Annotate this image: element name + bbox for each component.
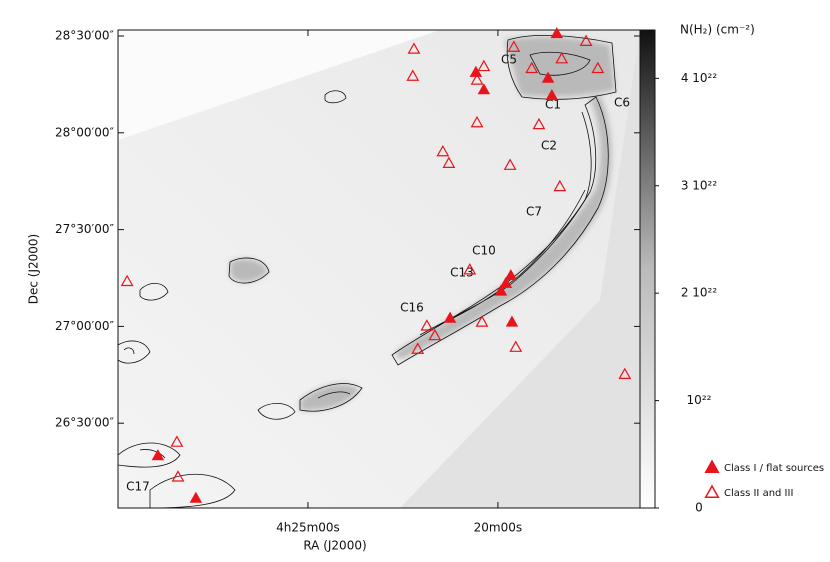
contours	[118, 35, 617, 508]
yso-marker	[505, 315, 519, 327]
yso-marker	[579, 34, 593, 47]
yso-marker	[509, 340, 523, 352]
yso-marker	[477, 59, 491, 72]
legend-label: Class I / flat sources	[724, 463, 824, 474]
cloud-label: C2	[541, 139, 557, 153]
colorbar-tick-label: 2 10²²	[681, 286, 718, 300]
legend-marker	[704, 484, 720, 498]
yso-marker	[120, 274, 134, 287]
y-tick-label: 27°30′00″	[55, 222, 115, 236]
colorbar-label: N(H₂) (cm⁻²)	[680, 23, 755, 37]
yso-marker	[407, 42, 421, 54]
colorbar-tick-label: 10²²	[687, 393, 712, 407]
yso-marker	[553, 179, 567, 192]
yso-marker	[470, 73, 484, 85]
yso-marker	[411, 342, 425, 354]
yso-marker	[189, 491, 203, 503]
yso-marker	[477, 83, 491, 95]
y-axis-label: Dec (J2000)	[27, 234, 41, 304]
cloud-label: C6	[614, 96, 630, 110]
yso-marker	[550, 27, 564, 39]
yso-marker	[406, 69, 420, 81]
yso-marker	[436, 144, 450, 157]
yso-marker	[475, 315, 489, 327]
colorbar-tick-label: 3 10²²	[681, 178, 718, 192]
colorbar	[639, 29, 656, 509]
cloud-label: C10	[472, 244, 496, 258]
x-tick-label: 4h25m00s	[276, 521, 340, 535]
x-tick-label: 20m00s	[474, 521, 522, 535]
yso-marker	[442, 156, 456, 168]
cloud-label: C5	[501, 53, 517, 67]
yso-marker	[618, 367, 632, 380]
x-axis-label: RA (J2000)	[303, 539, 366, 553]
cloud-label: C1	[545, 98, 561, 112]
yso-marker	[525, 61, 539, 74]
colorbar-tick-label: 4 10²²	[681, 71, 718, 85]
cloud-label: C7	[526, 205, 542, 219]
legend-marker	[704, 459, 720, 473]
yso-marker	[494, 284, 508, 296]
yso-marker	[151, 449, 165, 461]
cloud-label: C16	[400, 301, 424, 315]
yso-marker	[541, 71, 555, 83]
y-tick-label: 26°30′00″	[55, 416, 115, 430]
colorbar-tick-label: 0	[695, 501, 703, 515]
cloud-label: C17	[126, 480, 150, 494]
yso-marker	[503, 158, 517, 170]
yso-marker	[470, 115, 484, 128]
y-tick-label: 28°30′00″	[55, 29, 115, 43]
y-tick-label: 28°00′00″	[55, 125, 115, 139]
yso-marker	[507, 40, 521, 52]
yso-marker	[170, 435, 184, 447]
yso-marker	[504, 269, 518, 281]
yso-marker	[555, 52, 569, 64]
map-image	[118, 30, 640, 508]
y-tick-label: 27°00′00″	[55, 319, 115, 333]
yso-marker	[443, 311, 457, 323]
yso-marker	[499, 276, 513, 288]
yso-marker	[591, 61, 605, 74]
yso-marker	[428, 328, 442, 341]
yso-marker	[420, 319, 434, 331]
yso-marker	[545, 88, 559, 101]
yso-marker	[171, 470, 185, 482]
yso-marker	[463, 263, 477, 275]
cloud-label: C13	[450, 266, 474, 280]
legend-label: Class II and III	[724, 488, 793, 499]
yso-marker	[532, 117, 546, 130]
